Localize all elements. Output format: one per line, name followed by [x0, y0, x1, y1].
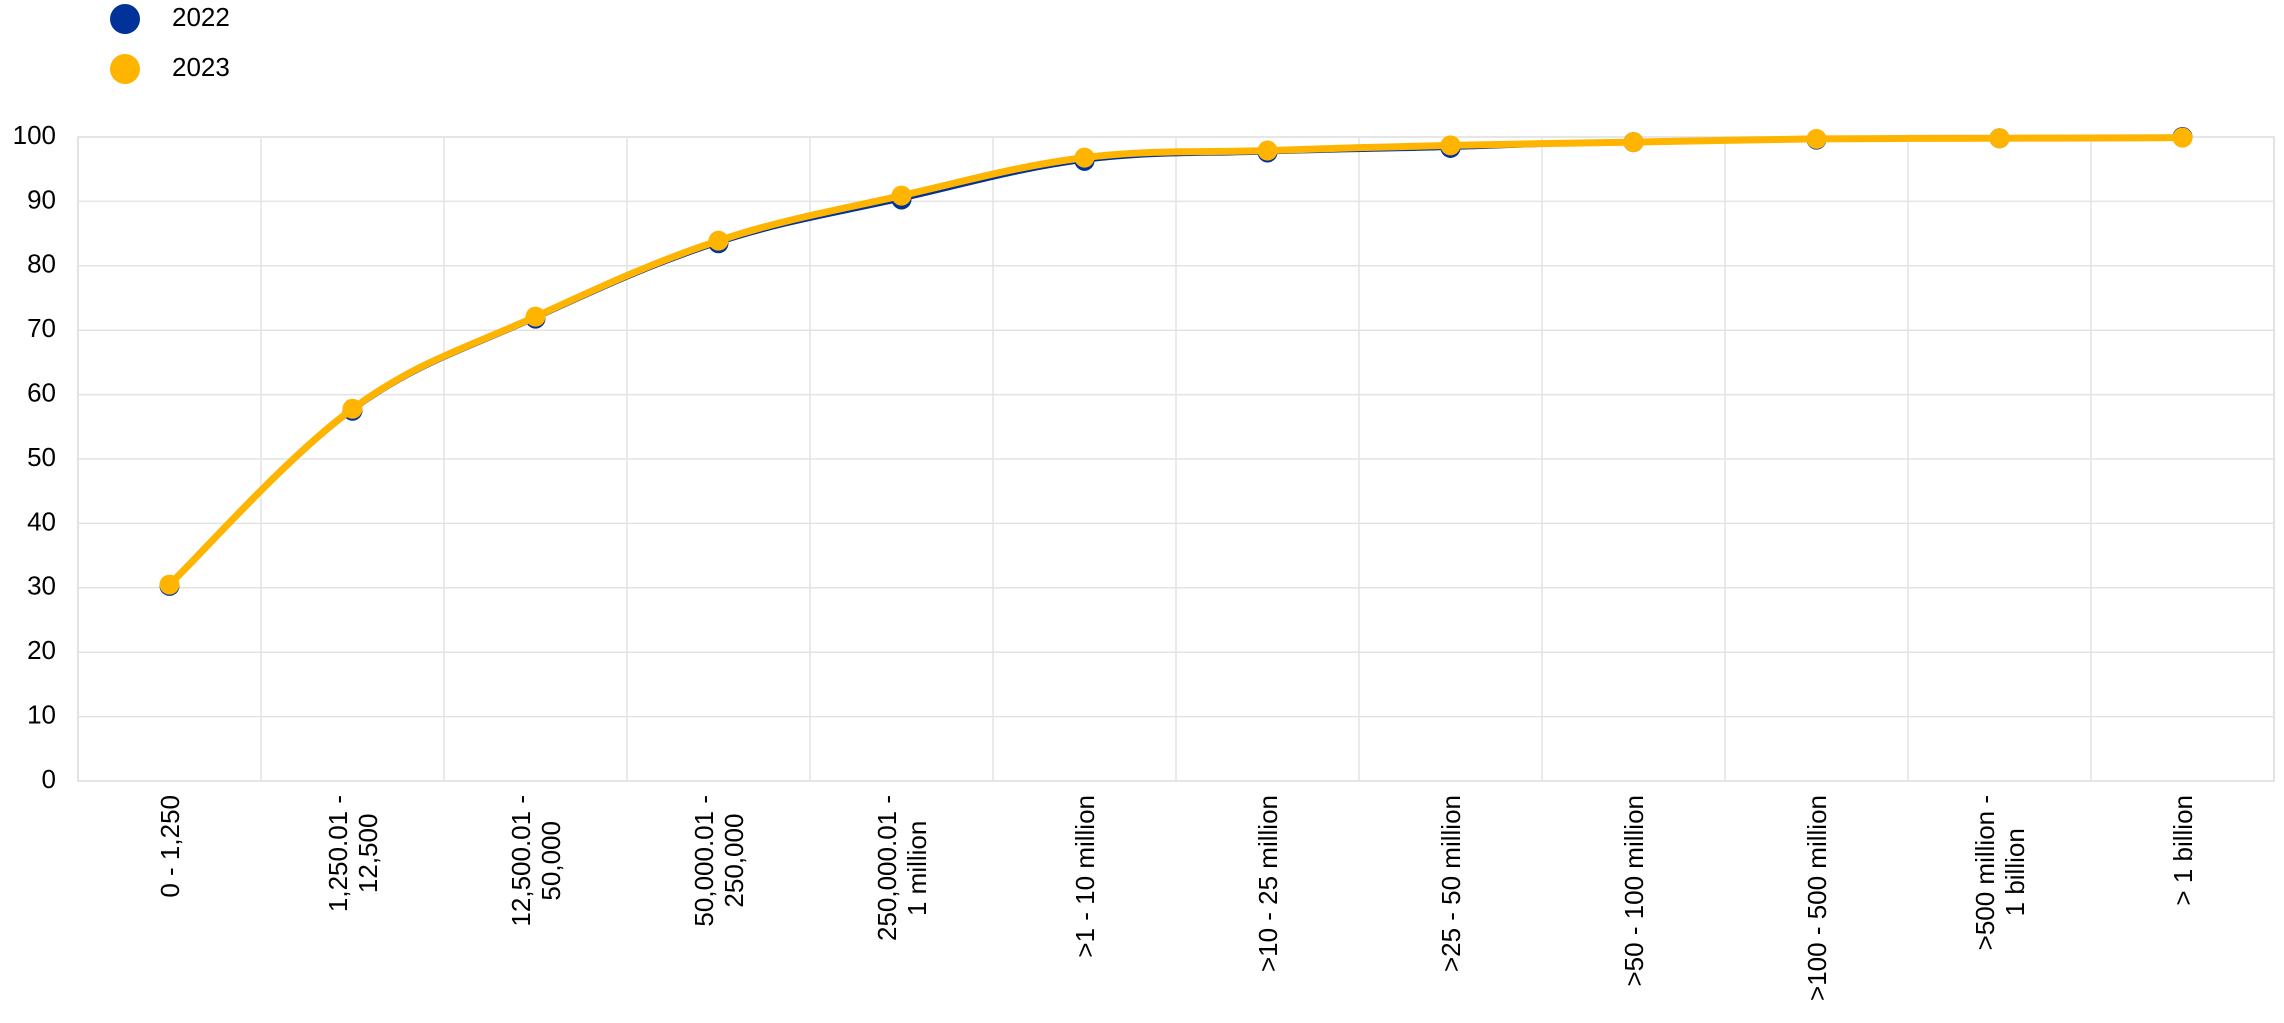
legend-marker [110, 54, 140, 84]
data-point [891, 185, 912, 206]
legend-label: 2023 [172, 52, 230, 82]
data-point [159, 574, 180, 595]
x-tick-label: >100 - 500 million [1801, 795, 1832, 1001]
x-tick-label: >25 - 50 million [1435, 795, 1466, 973]
x-tick-label: >500 million - 1 billion [1969, 795, 2030, 951]
data-point [1440, 135, 1461, 156]
data-point [1806, 128, 1827, 149]
y-tick-label: 20 [27, 635, 56, 665]
x-tick-label: 0 - 1,250 [154, 795, 185, 898]
legend-label: 2022 [172, 2, 230, 32]
y-tick-label: 100 [13, 120, 56, 150]
y-tick-label: 70 [27, 313, 56, 343]
y-tick-label: 80 [27, 249, 56, 279]
legend-marker [110, 4, 140, 34]
y-tick-label: 40 [27, 506, 56, 536]
x-tick-label: >10 - 25 million [1252, 795, 1283, 973]
data-point [1074, 147, 1095, 168]
data-point [708, 230, 729, 251]
data-point [342, 398, 363, 419]
x-tick-label: >1 - 10 million [1069, 795, 1100, 958]
data-point [1989, 128, 2010, 149]
data-point [1623, 132, 1644, 153]
y-tick-label: 10 [27, 699, 56, 729]
series-line [167, 134, 2183, 588]
y-tick-label: 60 [27, 377, 56, 407]
x-tick-label: 1,250.01 - 12,500 [322, 795, 383, 913]
x-tick-label: 50,000.01 - 250,000 [688, 795, 749, 927]
data-point [2172, 127, 2193, 148]
y-tick-label: 90 [27, 184, 56, 214]
x-tick-label: 250,000.01 - 1 million [871, 795, 932, 942]
y-tick-label: 30 [27, 571, 56, 601]
y-tick-label: 0 [42, 764, 56, 794]
data-point [1257, 140, 1278, 161]
data-point [525, 306, 546, 327]
x-tick-label: >50 - 100 million [1618, 795, 1649, 987]
x-tick-label: 12,500.01 - 50,000 [505, 795, 566, 927]
y-tick-label: 50 [27, 442, 56, 472]
x-tick-label: > 1 billion [2167, 795, 2198, 906]
